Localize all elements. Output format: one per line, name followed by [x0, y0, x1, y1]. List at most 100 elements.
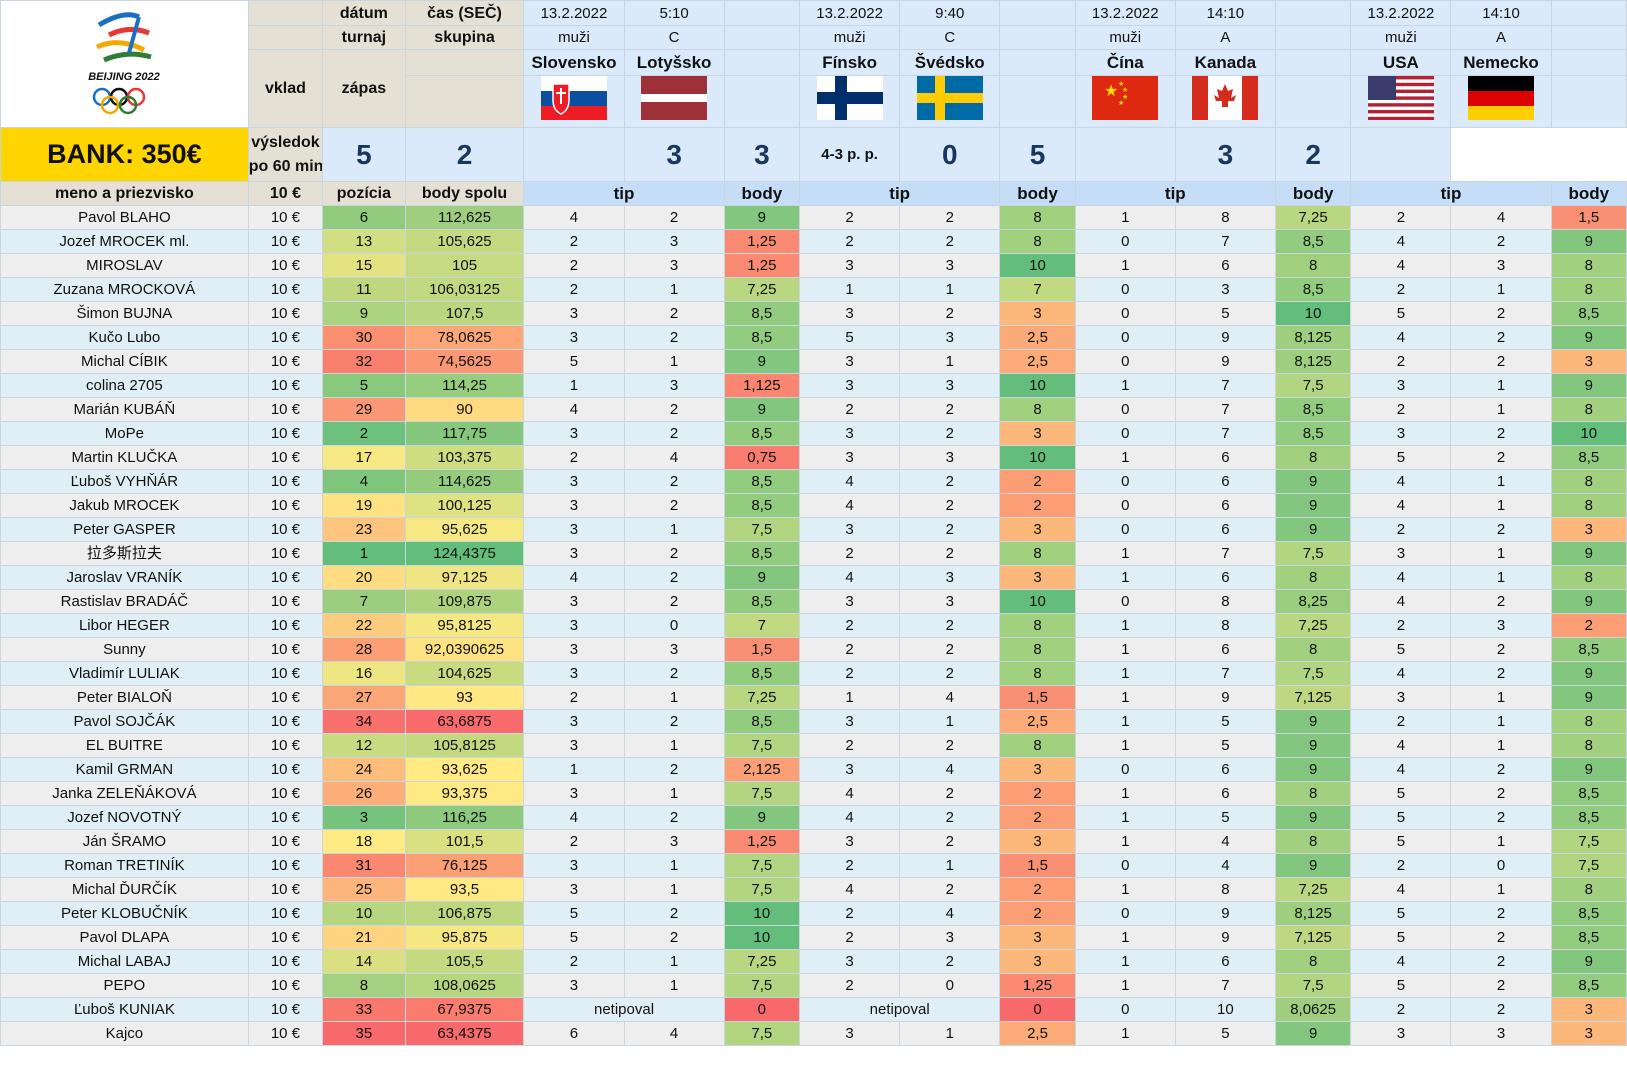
player-tip-away: 2	[899, 421, 1001, 446]
player-total: 92,0390625	[404, 637, 525, 662]
player-tip-away: 2	[1450, 805, 1552, 830]
player-match-points: 10	[723, 901, 801, 926]
player-tip-home: 3	[799, 589, 901, 614]
player-tip-home: 2	[1350, 613, 1452, 638]
player-tip-away: 7	[1174, 541, 1276, 566]
player-match-points: 3	[999, 925, 1076, 950]
player-tip-away: 2	[899, 637, 1001, 662]
player-tip-home: 5	[523, 349, 625, 374]
player-name: Jozef NOVOTNÝ	[0, 805, 249, 830]
player-tip-home: 2	[799, 733, 901, 758]
player-match-points: 9	[1550, 541, 1627, 566]
player-tip-home: 2	[1350, 709, 1452, 734]
player-tip-home: 2	[799, 901, 901, 926]
match-date: 13.2.2022	[523, 0, 625, 26]
match-category: muži	[1074, 25, 1176, 50]
player-tip-away: 1	[623, 877, 725, 902]
player-row: Janka ZELEŇÁKOVÁ 10 €26 93,375 3 1 7,5 4 2 2 1 6 8 5…	[0, 781, 1627, 806]
player-tip-home: 3	[799, 349, 901, 374]
slovakia-flag-icon	[523, 75, 625, 128]
player-total: 124,4375	[404, 541, 525, 566]
match-spacer	[1274, 25, 1352, 50]
player-tip-away: 2	[623, 901, 725, 926]
player-match-points: 8	[1550, 469, 1627, 494]
player-tip-home: 3	[799, 445, 901, 470]
player-name: Vladimír LULIAK	[0, 661, 249, 686]
player-tip-away: 8	[1174, 877, 1276, 902]
player-tip-home: 1	[1074, 925, 1176, 950]
player-stake: 10 €	[247, 421, 324, 446]
player-match-points: 8	[999, 397, 1076, 422]
player-total: 78,0625	[404, 325, 525, 350]
player-tip-home: 0	[1074, 301, 1176, 326]
player-tip-home: 4	[1350, 949, 1452, 974]
player-position: 26	[322, 781, 406, 806]
player-position: 6	[322, 205, 406, 230]
player-match-points: 8	[1550, 709, 1627, 734]
player-tip-home: 1	[1074, 781, 1176, 806]
player-tip-home: 3	[523, 301, 625, 326]
player-stake: 10 €	[247, 565, 324, 590]
player-name: Peter GASPER	[0, 517, 249, 542]
player-row: Michal ĎURČÍK 10 €25 93,5 3 1 7,5 4 2 2 1 8 7,25 4 1 8	[0, 877, 1627, 902]
player-position: 9	[322, 301, 406, 326]
match-group: C	[899, 25, 1001, 50]
player-tip-away: 1	[899, 277, 1001, 302]
player-match-points: 8	[999, 733, 1076, 758]
player-stake: 10 €	[247, 517, 324, 542]
player-match-points: 8,5	[723, 325, 801, 350]
player-stake: 10 €	[247, 805, 324, 830]
team1-name: Čína	[1074, 49, 1176, 76]
player-tip-away: 2	[1450, 637, 1552, 662]
player-tip-away: 1	[1450, 373, 1552, 398]
player-match-points: 8,5	[1274, 421, 1352, 446]
player-tip-home: 5	[799, 325, 901, 350]
player-name: MIROSLAV	[0, 253, 249, 278]
player-tip-away: 8	[1174, 589, 1276, 614]
player-match-points: 8,5	[723, 421, 801, 446]
player-tip-home: 2	[799, 973, 901, 998]
player-match-points: 1,25	[723, 229, 801, 254]
player-tip-away: 3	[899, 253, 1001, 278]
match-date: 13.2.2022	[799, 0, 901, 26]
player-total: 74,5625	[404, 349, 525, 374]
player-tip-home: 3	[523, 661, 625, 686]
player-tip-home: 1	[1074, 829, 1176, 854]
match-spacer	[723, 49, 801, 76]
player-row: colina 2705 10 €5 114,25 1 3 1,125 3 3 10 1 7 7,5 3 1…	[0, 373, 1627, 398]
player-tip-away: 2	[1450, 349, 1552, 374]
player-match-points: 10	[999, 589, 1076, 614]
player-tip-home: 2	[523, 229, 625, 254]
player-tip-home: 2	[1350, 205, 1452, 230]
player-match-points: 7,5	[1550, 829, 1627, 854]
player-stake: 10 €	[247, 829, 324, 854]
player-name: Michal LABAJ	[0, 949, 249, 974]
player-tip-home: 3	[1350, 421, 1452, 446]
player-tip-away: 4	[1450, 205, 1552, 230]
player-match-points: 8	[1274, 637, 1352, 662]
player-match-points: 1,125	[723, 373, 801, 398]
player-tip-home: 2	[523, 949, 625, 974]
player-tip-away: 9	[1174, 349, 1276, 374]
player-match-points: 9	[1550, 757, 1627, 782]
body-header: body	[1550, 181, 1627, 206]
player-position: 15	[322, 253, 406, 278]
player-match-points: 10	[999, 253, 1076, 278]
player-match-points: 8,125	[1274, 325, 1352, 350]
match-time: 14:10	[1174, 0, 1276, 26]
svg-text:★: ★	[1118, 80, 1124, 88]
player-tip-away: 1	[623, 781, 725, 806]
player-tip-home: 3	[799, 373, 901, 398]
player-tip-away: 7	[1174, 973, 1276, 998]
player-match-points: 9	[1550, 229, 1627, 254]
player-tip-away: 0	[623, 613, 725, 638]
player-tip-home: 3	[523, 469, 625, 494]
player-tip-away: 5	[1174, 709, 1276, 734]
player-tip-away: 2	[1450, 757, 1552, 782]
player-tip-away: 7	[1174, 229, 1276, 254]
player-tip-away: 2	[1450, 949, 1552, 974]
match-spacer	[1274, 75, 1352, 128]
player-tip-home: 0	[1074, 277, 1176, 302]
player-match-points: 7,5	[723, 517, 801, 542]
player-tip-home: 0	[1074, 997, 1176, 1022]
